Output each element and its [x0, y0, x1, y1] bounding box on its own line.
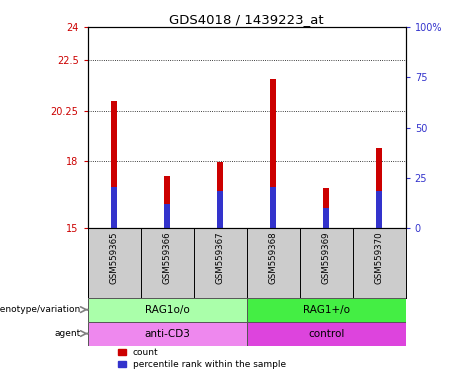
Text: control: control [308, 329, 344, 339]
Text: agent: agent [55, 329, 81, 338]
Bar [111, 101, 117, 228]
Bar [217, 192, 223, 228]
Bar [323, 208, 329, 228]
Text: genotype/variation: genotype/variation [0, 305, 81, 314]
Text: GSM559366: GSM559366 [163, 232, 171, 285]
Bar [270, 79, 276, 228]
Text: anti-CD3: anti-CD3 [144, 329, 190, 339]
Legend: count, percentile rank within the sample: count, percentile rank within the sample [118, 348, 286, 369]
Text: GSM559369: GSM559369 [322, 232, 331, 285]
Bar [88, 321, 247, 346]
Text: RAG1+/o: RAG1+/o [303, 305, 349, 314]
Text: GSM559367: GSM559367 [216, 232, 225, 285]
Bar [323, 188, 329, 228]
Text: GSM559370: GSM559370 [375, 232, 384, 285]
Bar [376, 192, 382, 228]
Bar [270, 187, 276, 228]
Text: GSM559368: GSM559368 [269, 232, 278, 285]
Bar [164, 176, 170, 228]
Bar [376, 148, 382, 228]
Title: GDS4018 / 1439223_at: GDS4018 / 1439223_at [169, 13, 324, 26]
Bar [247, 298, 406, 321]
Text: GSM559365: GSM559365 [110, 232, 118, 285]
Bar [247, 321, 406, 346]
Bar [164, 204, 170, 228]
Text: RAG1o/o: RAG1o/o [145, 305, 189, 314]
Bar [111, 187, 117, 228]
Bar [88, 298, 247, 321]
Bar [217, 162, 223, 228]
